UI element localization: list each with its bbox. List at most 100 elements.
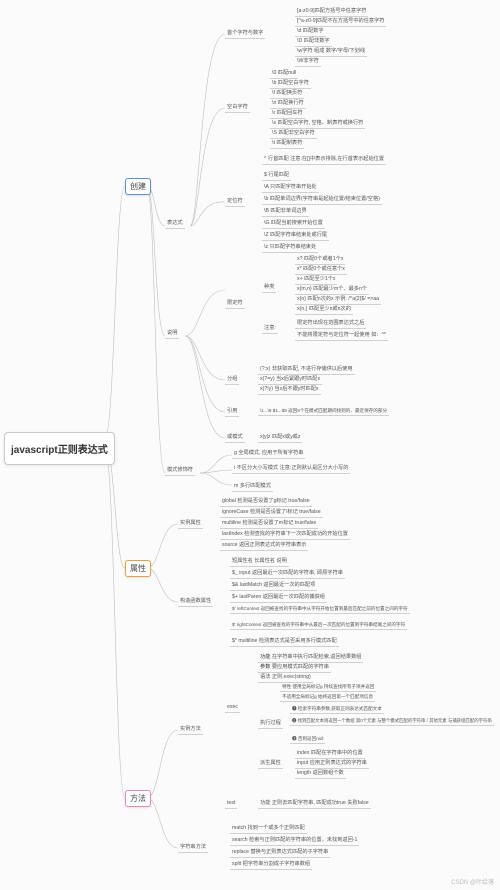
exec-gongneng: 功能 在字符串中执行匹配检索,返回结果数组	[258, 654, 363, 663]
ws-1: \b 匹配空白字符	[270, 80, 311, 89]
or-0: x|y|z 匹配x或y或z	[258, 434, 302, 443]
exec-step-2: ➌ 否则返回null	[290, 736, 325, 744]
lvl1-method: 方法	[125, 790, 151, 807]
exec-d0: index 匹配在字符串中的位置	[295, 750, 365, 759]
ctor-4: $' rightContext 返回被查找的字符串中从最后一次匹配的位置到字符串…	[230, 622, 407, 630]
ctor-1: $& lastMatch 返回最近一次的匹配项	[230, 582, 317, 591]
quant-note-title: 注意:	[262, 325, 278, 334]
lvl1-create: 创建	[125, 178, 151, 195]
exec-steps-title: 执行过程	[258, 720, 283, 729]
minst-title: 实例方法	[180, 726, 201, 732]
ws-5: \s 匹配空白字符, 空格、制表符或换行符	[270, 120, 365, 129]
attr-ctor-title: 构造函数属性	[178, 598, 213, 607]
chargroup-0: [a-z0-9]匹配方括号中任意字符	[295, 8, 368, 17]
node-or-title: 或模式	[225, 434, 245, 443]
exec-yufa-title: 语法 正则.exec(string)	[258, 674, 313, 683]
inst-1: ignoreCase 检测是否设置了i标记 true/false	[220, 509, 323, 518]
inst-title: 实例属性	[180, 520, 201, 526]
exec-param-text: 要应用模式匹配的字符串	[272, 664, 329, 670]
quant-k0: x? 匹配0个或者1个x	[295, 256, 345, 265]
anchor-0: ^ 行首匹配 注意:在[]中表示排除,在行首表示起始位置	[262, 156, 386, 165]
inst-3: lastIndex 检测查找的字符串下一次匹配成功的开始位置	[220, 531, 350, 540]
node-ws-title: 空白字符	[225, 104, 250, 113]
node-expr: 表达式	[165, 220, 185, 229]
quant-k2: x+ 匹配至少1个x	[295, 276, 337, 285]
chargroup-2: \d 匹配数字	[295, 28, 326, 37]
quant-n1: 不能将限定符与定位符一起使用 如：^*	[295, 332, 388, 341]
quant-k4: x{n} 匹配n次的x 示例: /^a{2}$/ =>aa	[295, 296, 381, 305]
moshi-label: 模式修饰符	[167, 467, 193, 473]
inst-2: multiline 检测是否设置了m标记 true/false	[220, 520, 318, 529]
lvl1-attr: 属性	[125, 560, 151, 577]
exec-step-0: ➊ 检索字符串参数,获取正则表达式匹配文本	[290, 706, 384, 714]
expr-label: 表达式	[167, 220, 183, 226]
exec-param: 参数 要应用模式匹配的字符串	[258, 664, 331, 673]
ctor-title: 构造函数属性	[180, 598, 211, 604]
exec-derive-title: 派生属性	[258, 760, 283, 769]
attr-instance-title: 实例属性	[178, 520, 203, 529]
quant-k5: x{n,} 匹配至少n或n次的	[295, 306, 353, 315]
anchor-1: $ 行尾匹配	[262, 172, 291, 181]
ctor-0: $_ input 返回最近一次匹配的字符串, 即原字符串	[230, 570, 345, 579]
exec-yufa-0: 特性 使用全局标记g 持续查找所有子项并返回	[280, 684, 376, 692]
ref-0: \1...\9 $1...$9 返回9个在模式匹配期间找到的、最近保存的部分	[258, 408, 389, 416]
anchor-4: \B 匹配非单词边界	[262, 208, 309, 217]
flag-m: m 多行匹配模式	[232, 483, 273, 492]
mindmap-canvas: javascript正则表达式 创建 属性 方法 表达式 说明 模式修饰符 首个…	[0, 0, 500, 890]
quant-kind-title: 种类	[262, 284, 276, 293]
exec-d1: input 应用正则表达式的字符串	[295, 760, 369, 769]
or-title: 或模式	[227, 434, 243, 440]
node-moshi: 模式修饰符	[165, 467, 195, 476]
ctor-2: $+ lastParen 返回最近一次匹配的捕获组	[230, 594, 327, 603]
lvl1-method-label: 方法	[130, 794, 146, 803]
quant-title: 限定符	[227, 300, 243, 306]
node-chargroup-title: 首个字符与数字	[225, 30, 265, 39]
strfn-1: search 检索与正则匹配的字符串的位置，未找到返回-1	[230, 837, 359, 846]
flag-g: g 全局模式, 应用于所有字符串	[232, 450, 305, 459]
group-2: x(?!y) 当x后不跟y时匹配x	[258, 386, 321, 395]
anchor-3: \b 匹配单词边界(字符串是起始位置/结束位置/空格)	[262, 196, 382, 205]
node-quant-title: 限定符	[225, 300, 245, 309]
kind-title: 种类	[264, 284, 274, 290]
inst-0: global 检测是否设置了g标记 true/false	[220, 498, 312, 507]
flag-i: i 不区分大小写模式 注意:正则默认是区分大小写的	[232, 465, 350, 474]
node-group-title: 分组	[225, 376, 239, 385]
root-title: javascript正则表达式	[11, 445, 108, 456]
node-shuoming: 说明	[165, 330, 179, 339]
group-title: 分组	[227, 376, 237, 382]
quant-k3: x{m,n} 匹配最少m个、最多n个	[295, 286, 369, 295]
ws-0: \0 匹配null	[270, 70, 298, 79]
ctor-5: $* multiline 检测表达式是否采用多行模式匹配	[230, 638, 339, 647]
exec-label: exec	[225, 704, 240, 713]
chargroup-3: \D 匹配非数字	[295, 38, 332, 47]
ws-6: \S 匹配非空白字符	[270, 130, 317, 139]
chargroup-1: [^a-z0-9]匹配不在方括号中的任意字符	[295, 18, 386, 27]
anchor-2: \A 只匹配字符串开始处	[262, 184, 319, 193]
ws-2: \f 匹配换页符	[270, 90, 304, 99]
ctor-3: $` leftContext 返回被查找的字符串中从字符开始位置到最后匹配之前的…	[230, 606, 410, 614]
strfn-0: match 找到一个或多个正则匹配	[230, 825, 307, 834]
strfn-3: split 把字符串分割成子字符串数组	[230, 861, 312, 870]
chargroup-4: \w字符 组成 数字/字母/下划线	[295, 48, 367, 57]
strfn-2: replace 替换与正则表达式匹配的子字符串	[230, 849, 330, 858]
anchor-6: \Z 匹配字符串结束处或行尾	[262, 232, 329, 241]
group-1: x(?=y) 当x后紧跟y时匹配x	[258, 376, 322, 385]
chargroup-5: \W非字符	[295, 58, 321, 67]
test-0: 功能 正则去匹配字符串, 匹配成功true 失败false	[258, 800, 371, 809]
test-label: test	[225, 800, 237, 809]
root-node: javascript正则表达式	[4, 432, 115, 465]
ref-title: 引用	[227, 408, 237, 414]
lvl1-create-label: 创建	[130, 182, 146, 191]
node-anchor-title: 定位符	[225, 198, 245, 207]
lvl1-attr-label: 属性	[130, 564, 146, 573]
quant-n0: 限定符出现在范围表达式之后	[295, 320, 366, 329]
exec-gongneng-text: 在字符串中执行匹配检索,返回结果数组	[272, 654, 362, 660]
node-ref-title: 引用	[225, 408, 239, 417]
ctor-hdr: 短属性名 长属性名 说明	[230, 558, 289, 567]
shuoming-label: 说明	[167, 330, 177, 336]
exec-step-1: ➋ 找到匹配文本则返回一个数组 第0个元素 与整个模式匹配的字符串 / 其他元素…	[290, 718, 494, 726]
watermark: CSDN @叶绘落	[451, 877, 494, 886]
inst-4: source 返回正则表达式的字符串表示	[220, 542, 308, 551]
note-title: 注意:	[264, 325, 276, 331]
ws-4: \r 匹配回车符	[270, 110, 305, 119]
